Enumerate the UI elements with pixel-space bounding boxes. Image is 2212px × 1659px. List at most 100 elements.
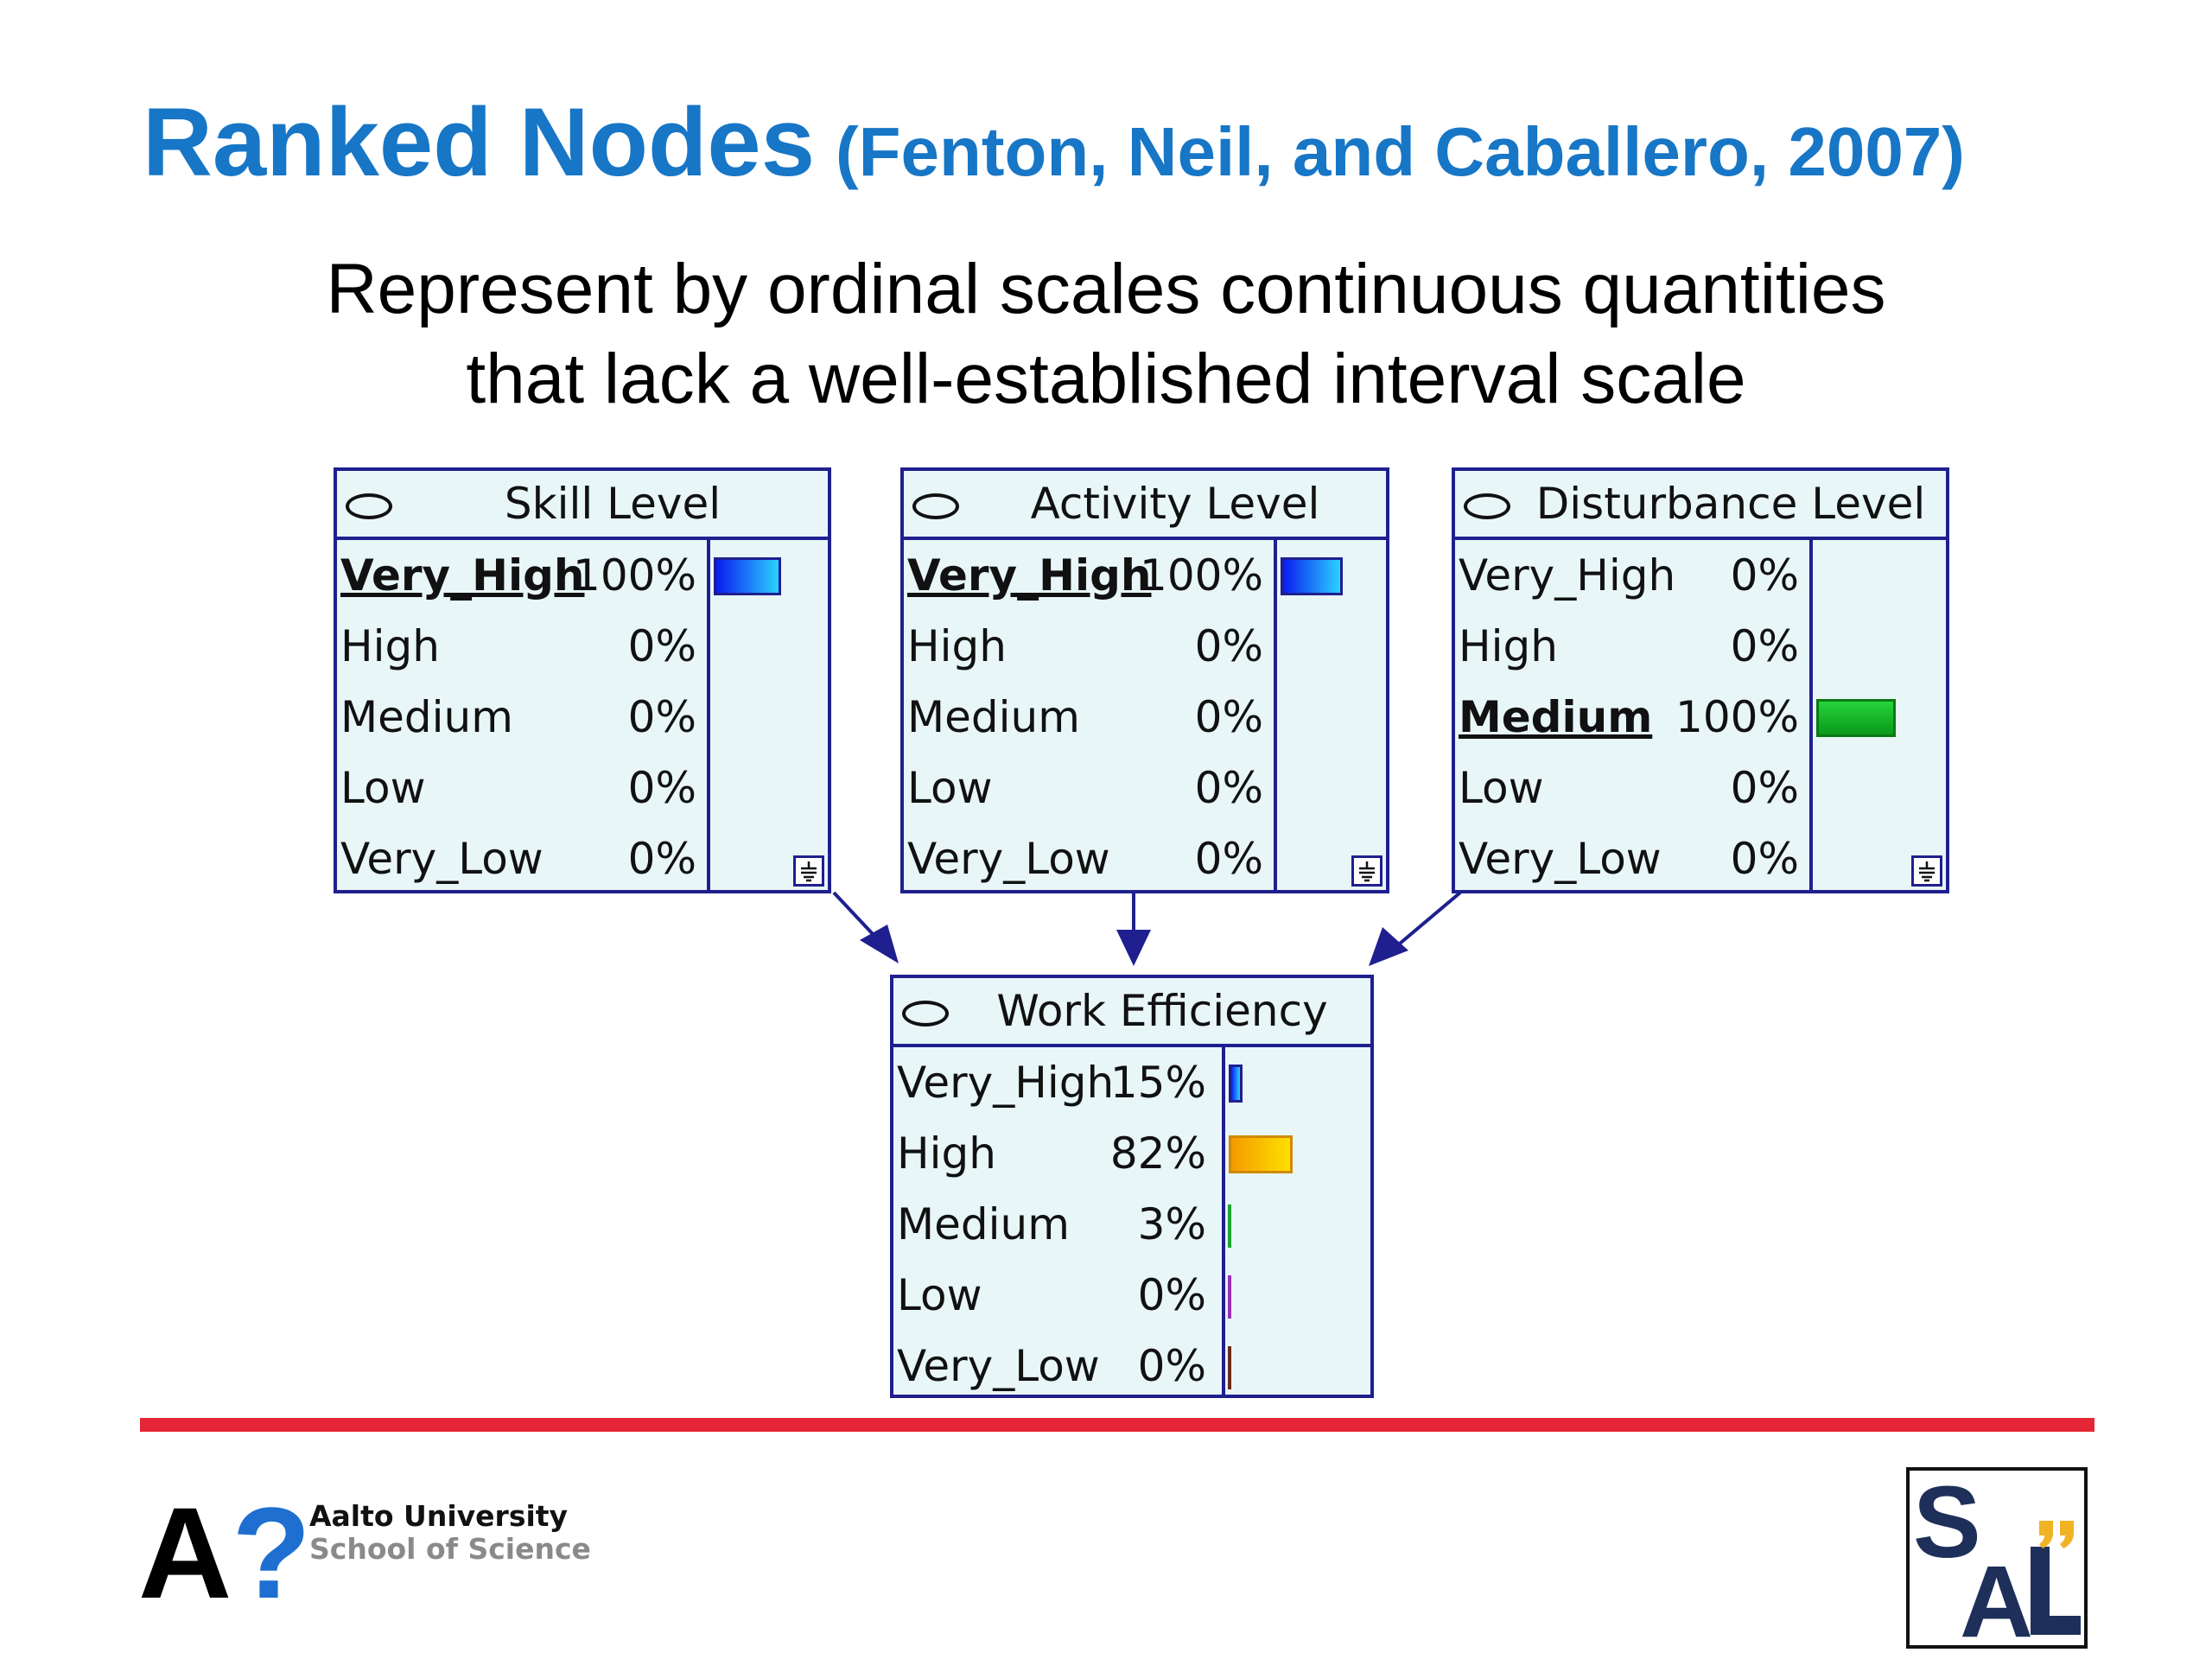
state-percent: 100% — [1140, 550, 1263, 601]
node-header: Work Efficiency — [893, 978, 1370, 1047]
state-percent: 100% — [573, 550, 696, 601]
state-label: High — [340, 621, 440, 671]
state-row: Very_Low 0% — [1455, 823, 1809, 894]
state-row: Very_Low 0% — [904, 823, 1274, 894]
state-label: High — [1459, 621, 1558, 671]
svg-text:A: A — [1960, 1545, 2033, 1645]
probability-bar — [1229, 1065, 1243, 1103]
state-row: Low 0% — [893, 1260, 1222, 1331]
arrow-disturbance-to-work — [1369, 891, 1462, 966]
expand-icon[interactable] — [1911, 855, 1942, 887]
state-label: Low — [340, 763, 426, 813]
state-percent: 0% — [1137, 1270, 1206, 1320]
arrow-activity-to-work — [1116, 893, 1151, 966]
sal-logo: S A — [1906, 1465, 2088, 1659]
probability-bars — [707, 540, 828, 890]
expand-icon[interactable] — [793, 855, 824, 887]
title-main: Ranked Nodes — [143, 88, 815, 196]
state-row: High 0% — [904, 611, 1274, 682]
state-rows: Very_High 15% High 82% Medium 3% Low 0% Very… — [893, 1047, 1222, 1395]
state-row: High 0% — [337, 611, 707, 682]
probability-bars — [1809, 540, 1946, 890]
state-label: Very_Low — [1459, 834, 1662, 884]
state-percent: 0% — [1194, 763, 1263, 813]
state-label: Very_Low — [907, 834, 1110, 884]
state-percent: 0% — [627, 692, 696, 742]
title-citation: (Fenton, Neil, and Caballero, 2007) — [835, 113, 1965, 190]
state-label: Very_High — [907, 550, 1152, 601]
state-label: Low — [897, 1270, 982, 1320]
state-percent: 0% — [1730, 621, 1799, 671]
subtitle-line-2: that lack a well-established interval sc… — [466, 340, 1746, 418]
state-row: High 0% — [1455, 611, 1809, 682]
state-percent: 0% — [1137, 1341, 1206, 1391]
state-percent: 15% — [1109, 1058, 1206, 1108]
aalto-logo-mark: ? — [232, 1480, 311, 1625]
state-percent: 0% — [1194, 621, 1263, 671]
state-percent: 0% — [1194, 834, 1263, 884]
state-label: Low — [1459, 763, 1544, 813]
state-percent: 82% — [1109, 1128, 1206, 1179]
state-label: Medium — [907, 692, 1080, 742]
node-disturbance-level[interactable]: Disturbance Level Very_High 0% High 0% Med… — [1452, 467, 1949, 893]
footer-divider — [140, 1418, 2094, 1432]
school-line: School of Science — [309, 1532, 591, 1566]
state-row: Very_Low 0% — [893, 1331, 1222, 1402]
state-label: Medium — [897, 1199, 1070, 1249]
slide-subtitle: Represent by ordinal scales continuous q… — [0, 245, 2212, 424]
probability-bar — [1816, 699, 1896, 737]
state-label: Very_High — [897, 1058, 1115, 1108]
state-row: Very_High 15% — [893, 1047, 1222, 1118]
probability-bar — [1228, 1275, 1231, 1319]
probability-bar — [1281, 557, 1343, 595]
state-row: High 82% — [893, 1118, 1222, 1189]
state-row: Medium 3% — [893, 1189, 1222, 1260]
state-percent: 100% — [1675, 692, 1799, 742]
node-title: Activity Level — [1030, 479, 1320, 529]
state-rows: Very_High 100% High 0% Medium 0% Low 0% Very… — [337, 540, 707, 890]
node-skill-level[interactable]: Skill Level Very_High 100% High 0% Medium 0… — [334, 467, 831, 893]
probability-bar — [1228, 1346, 1231, 1389]
university-name: Aalto University School of Science — [309, 1500, 591, 1566]
node-activity-level[interactable]: Activity Level Very_High 100% High 0% Medi… — [900, 467, 1389, 893]
node-title: Disturbance Level — [1535, 479, 1926, 529]
state-row: Very_High 100% — [904, 540, 1274, 611]
state-percent: 0% — [627, 834, 696, 884]
state-label: Low — [907, 763, 993, 813]
probability-bar — [1228, 1205, 1231, 1248]
state-percent: 0% — [1730, 834, 1799, 884]
state-label: High — [907, 621, 1007, 671]
state-row: Medium 100% — [1455, 682, 1809, 753]
expand-icon[interactable] — [1351, 855, 1382, 887]
node-work-efficiency[interactable]: Work Efficiency Very_High 15% High 82% Med… — [890, 975, 1374, 1398]
probability-bars — [1222, 1047, 1370, 1395]
state-percent: 0% — [1730, 550, 1799, 601]
oval-icon — [902, 1001, 949, 1027]
state-label: High — [897, 1128, 996, 1179]
oval-icon — [912, 493, 959, 519]
state-label: Very_High — [340, 550, 585, 601]
probability-bar — [714, 557, 781, 595]
oval-icon — [346, 493, 392, 519]
state-rows: Very_High 100% High 0% Medium 0% Low 0% Very… — [904, 540, 1274, 890]
state-percent: 0% — [1730, 763, 1799, 813]
state-label: Very_Low — [340, 834, 543, 884]
state-percent: 0% — [627, 621, 696, 671]
state-row: Very_High 0% — [1455, 540, 1809, 611]
state-row: Medium 0% — [337, 682, 707, 753]
state-percent: 0% — [627, 763, 696, 813]
state-percent: 0% — [1194, 692, 1263, 742]
probability-bars — [1274, 540, 1386, 890]
state-row: Medium 0% — [904, 682, 1274, 753]
state-label: Medium — [340, 692, 513, 742]
aalto-logo-letter: A — [138, 1480, 232, 1625]
oval-icon — [1464, 493, 1510, 519]
state-row: Low 0% — [1455, 753, 1809, 823]
state-label: Very_Low — [897, 1341, 1100, 1391]
slide-title: Ranked Nodes (Fenton, Neil, and Caballero… — [143, 86, 1965, 198]
university-line: Aalto University — [309, 1499, 569, 1533]
state-row: Very_High 100% — [337, 540, 707, 611]
state-rows: Very_High 0% High 0% Medium 100% Low 0% Very… — [1455, 540, 1809, 890]
state-label: Very_High — [1459, 550, 1676, 601]
